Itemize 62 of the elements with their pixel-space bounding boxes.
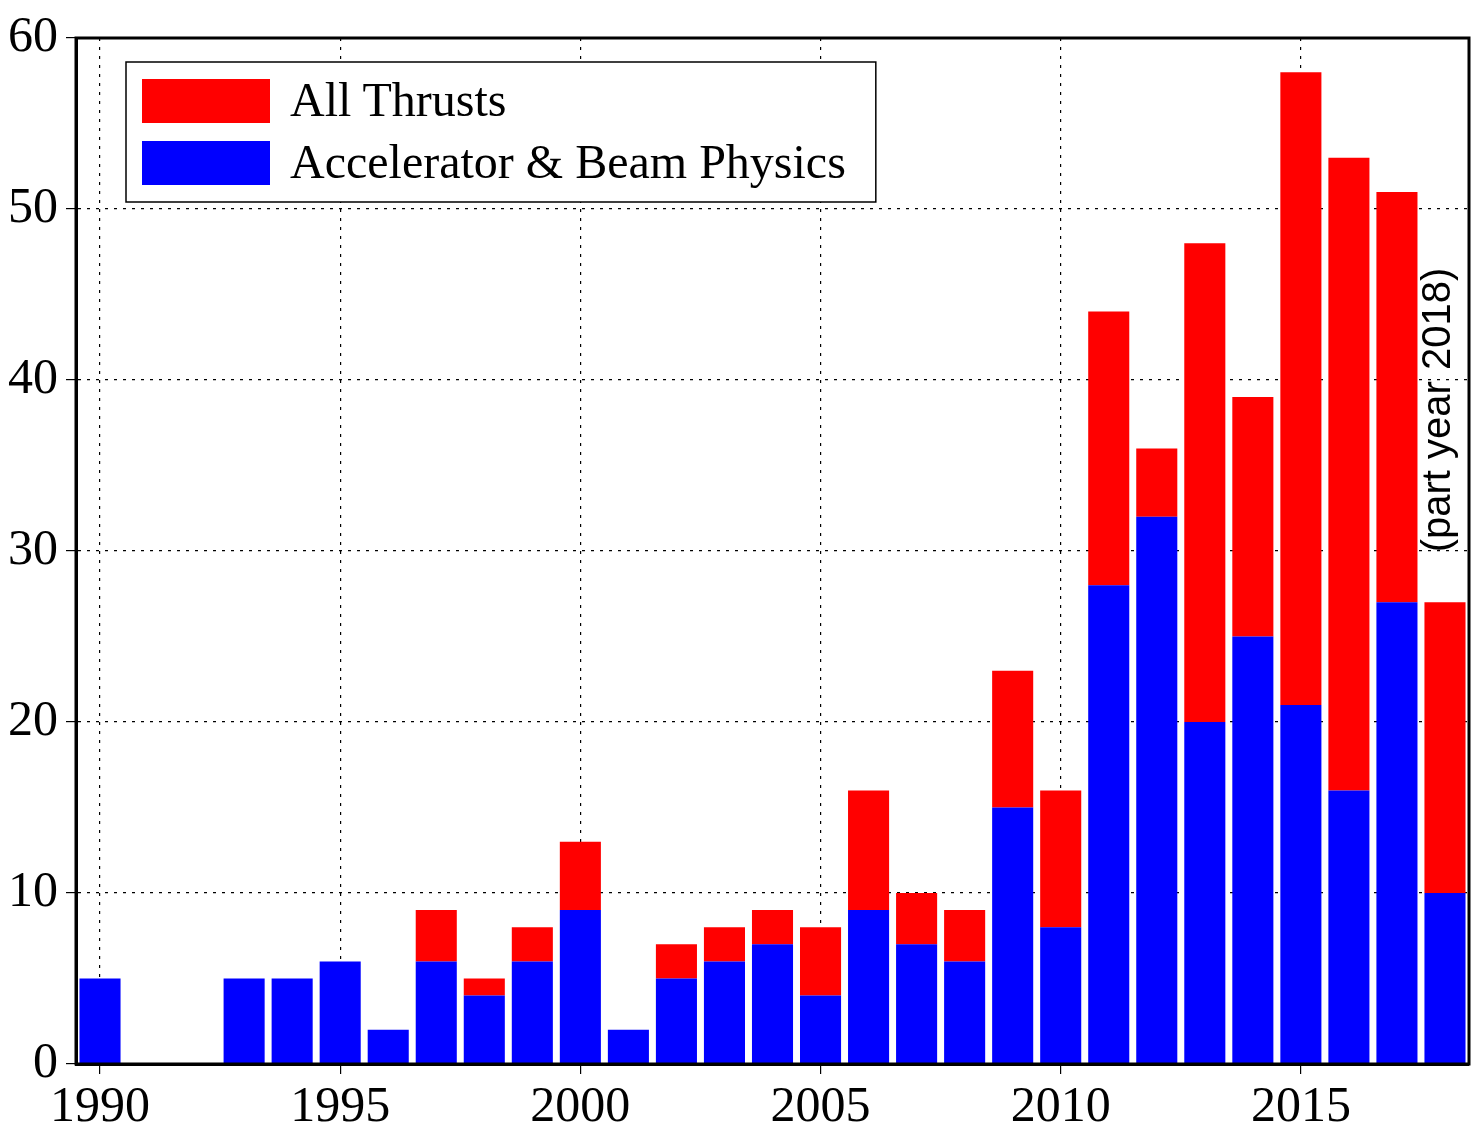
bar — [800, 927, 842, 996]
bar — [1040, 790, 1082, 928]
bar — [367, 1029, 409, 1064]
bar — [703, 927, 745, 962]
y-tick-label: 60 — [8, 6, 58, 63]
x-tick-label: 2015 — [1250, 1076, 1351, 1133]
bar — [607, 1029, 649, 1064]
bar — [1280, 704, 1322, 1064]
bar — [79, 978, 121, 1064]
bar — [655, 944, 697, 979]
bar — [463, 978, 505, 996]
bar — [271, 978, 313, 1064]
bar — [1424, 893, 1466, 1064]
bar — [319, 961, 361, 1064]
bar — [1184, 722, 1226, 1064]
y-tick-label: 10 — [8, 861, 58, 918]
bar — [1328, 157, 1370, 791]
bar — [1328, 790, 1370, 1064]
bar — [415, 910, 457, 962]
bar — [1088, 585, 1130, 1064]
legend-label: Accelerator & Beam Physics — [290, 134, 846, 188]
bar — [944, 910, 986, 962]
bar — [1040, 927, 1082, 1064]
bar — [848, 790, 890, 911]
bar — [511, 961, 553, 1064]
y-tick-label: 40 — [8, 348, 58, 405]
bar — [1424, 602, 1466, 893]
bar — [559, 910, 601, 1064]
bar — [1232, 636, 1274, 1064]
legend-label: All Thrusts — [290, 72, 507, 126]
bar — [944, 961, 986, 1064]
bar — [800, 995, 842, 1064]
bar — [896, 893, 938, 945]
bar — [559, 841, 601, 911]
bar — [992, 807, 1034, 1064]
bar — [1136, 516, 1178, 1064]
bar — [223, 978, 265, 1064]
bar — [896, 944, 938, 1064]
bar — [1376, 191, 1418, 603]
y-tick-label: 50 — [8, 177, 58, 234]
x-tick-label: 2000 — [530, 1076, 631, 1133]
y-tick-label: 20 — [8, 690, 58, 747]
y-tick-label: 30 — [8, 519, 58, 576]
bar — [1088, 311, 1130, 586]
x-tick-label: 2005 — [770, 1076, 871, 1133]
bar — [415, 961, 457, 1064]
x-tick-label: 1995 — [290, 1076, 391, 1133]
bar — [1280, 72, 1322, 705]
x-tick-label: 2010 — [1010, 1076, 1111, 1133]
bar — [1136, 448, 1178, 517]
bar — [848, 910, 890, 1064]
bar — [751, 910, 794, 945]
bar — [1232, 397, 1274, 637]
bar — [751, 944, 794, 1064]
bar — [703, 961, 745, 1064]
bar — [463, 995, 505, 1064]
bar — [1376, 602, 1418, 1064]
bar — [1184, 243, 1226, 722]
annotation: (part year 2018) — [1414, 267, 1459, 553]
bar — [511, 927, 553, 962]
bar — [655, 978, 697, 1064]
bar — [992, 670, 1034, 808]
